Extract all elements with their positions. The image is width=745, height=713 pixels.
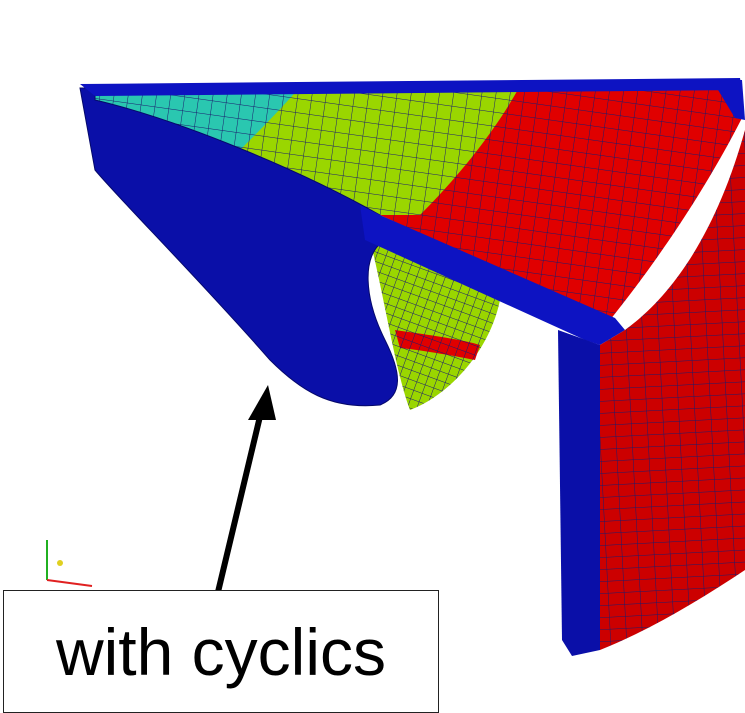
page: {"label": "with cyclics"} bbox=[0, 0, 745, 713]
blue-wall bbox=[558, 330, 600, 656]
arrow bbox=[218, 385, 276, 592]
axes-icon bbox=[47, 540, 92, 586]
label-text: with cyclics bbox=[56, 614, 386, 690]
label-box: with cyclics bbox=[3, 590, 439, 713]
